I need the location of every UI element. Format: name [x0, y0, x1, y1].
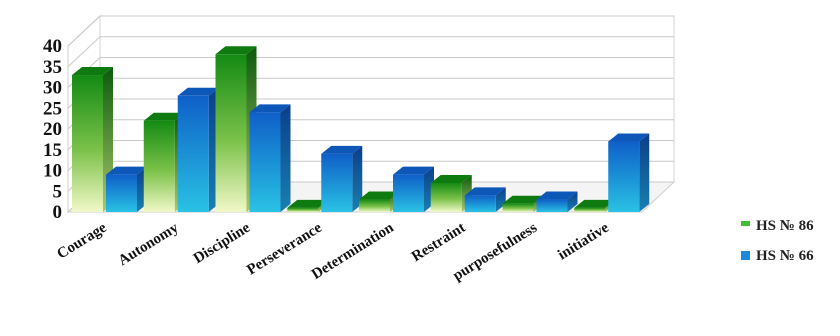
gridline: [67, 36, 674, 68]
bar-front: [464, 195, 496, 212]
bar-top: [215, 46, 257, 55]
bar: [72, 67, 113, 212]
bar-top: [143, 112, 185, 121]
legend: HS № 86 HS № 66: [741, 218, 814, 264]
bar-front: [249, 112, 281, 212]
x-tick-label: Autonomy: [116, 220, 182, 270]
bar-front: [143, 120, 175, 212]
bar-front: [106, 174, 137, 212]
bar: [608, 133, 650, 212]
legend-label: HS № 66: [756, 248, 814, 264]
y-tick-label: 0: [53, 202, 63, 223]
bar-side: [567, 191, 578, 212]
gridline: [67, 15, 674, 47]
bar-front: [574, 207, 606, 212]
bar: [464, 187, 506, 212]
bar-front: [536, 199, 568, 212]
x-tick-label: initiative: [555, 220, 612, 264]
legend-item: HS № 66: [741, 248, 814, 264]
bar-front: [287, 207, 319, 212]
y-tick-label: 30: [43, 78, 62, 99]
x-tick-label: Determination: [309, 219, 397, 282]
legend-swatch: [741, 221, 750, 226]
bar-front: [393, 174, 424, 212]
bar-top: [72, 67, 113, 76]
bar: [393, 166, 434, 212]
bar-front: [502, 203, 534, 212]
bar-top: [106, 166, 147, 175]
x-tick-label: Courage: [54, 220, 109, 263]
bar: [143, 112, 185, 212]
bar-front: [177, 95, 209, 212]
bar-front: [608, 141, 640, 212]
y-tick-label: 40: [43, 36, 62, 57]
bar-side: [639, 133, 650, 212]
legend-item: HS № 86: [741, 218, 814, 234]
gridline: [67, 77, 674, 109]
bar-top: [608, 133, 650, 142]
bar-top: [502, 195, 544, 204]
bar: [177, 87, 219, 212]
bar-front: [321, 153, 353, 212]
bar-top: [536, 191, 578, 200]
bar: [249, 104, 291, 212]
bar-top: [249, 104, 291, 113]
y-tick-label: 25: [43, 98, 62, 119]
bar-front: [72, 75, 103, 212]
y-tick-label: 15: [43, 140, 62, 161]
bar: [430, 174, 472, 212]
bar-top: [321, 145, 363, 154]
bar: [321, 145, 363, 212]
bar-front: [359, 199, 390, 212]
x-axis-labels: Courage Autonomy DisciplinePerseveranceDet…: [54, 219, 612, 284]
y-tick-label: 35: [43, 57, 62, 78]
bar: [106, 166, 147, 212]
legend-swatch: [741, 251, 750, 260]
bar-top: [287, 199, 329, 208]
bar-front: [215, 54, 247, 212]
bar-top: [464, 187, 506, 196]
bar-top: [574, 199, 616, 208]
bar-top: [393, 166, 434, 175]
y-tick-label: 5: [53, 181, 63, 202]
x-tick-label: Discipline: [191, 220, 253, 267]
x-tick-label: Restraint: [409, 220, 468, 265]
bar-top: [359, 191, 400, 200]
gridline: [67, 57, 674, 88]
y-tick-label: 10: [43, 161, 62, 182]
legend-label: HS № 86: [756, 218, 814, 234]
bar-top: [177, 87, 219, 96]
bars: [72, 46, 650, 212]
bar-top: [430, 174, 472, 183]
bar-front: [430, 182, 462, 212]
bar-side: [352, 145, 363, 212]
bar: [536, 191, 578, 212]
y-tick-label: 20: [43, 119, 62, 140]
bar-side: [280, 104, 291, 212]
